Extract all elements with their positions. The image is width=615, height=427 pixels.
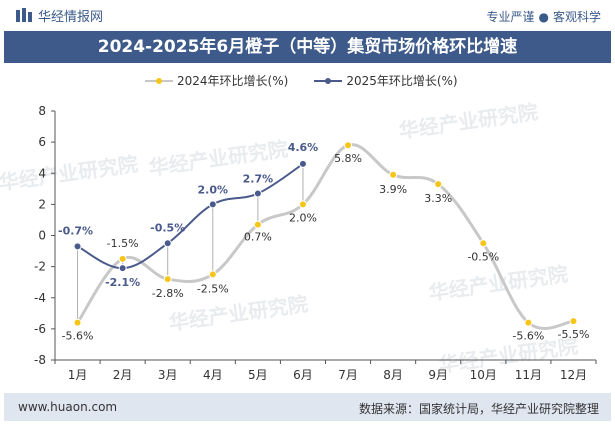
y-tick-label: -8 <box>34 353 46 367</box>
watermark-0: 华经产业研究院 <box>397 100 539 143</box>
x-tick-label: 6月 <box>293 368 313 382</box>
legend-item-2024: 2024年环比增长(%) <box>145 72 288 89</box>
series-2024-point <box>208 270 217 279</box>
series-2024-point <box>389 170 398 179</box>
series-2024-point <box>298 200 307 209</box>
chart-title: 2024-2025年6月橙子（中等）集贸市场价格环比增速 <box>4 31 611 63</box>
series-2024-data-label: 0.7% <box>244 231 272 244</box>
legend-item-2025: 2025年环比增长(%) <box>314 72 458 89</box>
x-tick-label: 11月 <box>515 368 542 382</box>
x-tick-label: 7月 <box>338 368 358 382</box>
series-2024-point <box>118 254 127 263</box>
legend: 2024年环比增长(%) 2025年环比增长(%) <box>145 72 484 89</box>
series-2024-point <box>163 275 172 284</box>
series-2025-data-label: -0.5% <box>150 221 185 234</box>
series-2025-point <box>163 239 172 248</box>
legend-swatch-2024 <box>145 76 173 86</box>
series-2024-point <box>479 239 488 248</box>
footer: www.huaon.com 数据来源：国家统计局，华经产业研究院整理 <box>4 393 611 421</box>
brand: 华经情报网 <box>16 6 103 25</box>
series-2024-data-label: -0.5% <box>467 250 499 263</box>
x-tick-label: 10月 <box>470 368 497 382</box>
y-tick-label: 0 <box>38 229 46 243</box>
top-bar: 华经情报网 专业严谨 ● 客观科学 <box>0 0 615 30</box>
watermark-5: 华经产业研究院 <box>0 152 139 195</box>
watermark-3: 华经产业研究院 <box>167 292 309 335</box>
series-2024-data-label: -2.5% <box>197 282 229 295</box>
series-2024-data-label: -2.8% <box>152 287 184 300</box>
series-2025-line <box>77 163 304 270</box>
x-tick-label: 1月 <box>68 368 88 382</box>
series-2024-data-label: 5.8% <box>334 152 362 165</box>
series-2024-data-label: -5.5% <box>557 328 589 341</box>
tagline: 专业严谨 ● 客观科学 <box>486 8 601 25</box>
tagline-right: 客观科学 <box>552 10 601 24</box>
series-2024-point <box>253 220 262 229</box>
series-2025-data-label: 4.6% <box>288 141 319 154</box>
y-tick-label: -4 <box>34 291 46 305</box>
x-tick-label: 9月 <box>428 368 448 382</box>
series-2025-point <box>298 159 307 168</box>
x-tick-label: 4月 <box>203 368 223 382</box>
x-tick-label: 12月 <box>560 368 587 382</box>
legend-label-2025: 2025年环比增长(%) <box>346 74 458 88</box>
brand-name: 华经情报网 <box>38 9 104 25</box>
tagline-left: 专业严谨 <box>486 10 535 24</box>
series-2025-data-label: 2.0% <box>198 183 229 196</box>
y-tick-label: -6 <box>34 322 46 336</box>
series-2024-point <box>73 318 82 327</box>
y-tick-label: -2 <box>34 260 46 274</box>
footer-source: 数据来源：国家统计局，华经产业研究院整理 <box>358 402 599 416</box>
series-2025-point <box>73 242 82 251</box>
y-tick-label: 8 <box>38 104 46 118</box>
series-2024-data-label: -5.6% <box>512 330 544 343</box>
x-tick-label: 8月 <box>383 368 403 382</box>
series-2024-data-label: 3.3% <box>424 192 452 205</box>
series-2024-data-label: 3.9% <box>379 183 407 196</box>
y-tick-label: 4 <box>38 166 46 180</box>
series-2024-point <box>344 141 353 150</box>
brand-logo-icon <box>16 8 32 22</box>
legend-label-2024: 2024年环比增长(%) <box>177 74 289 88</box>
series-2025-point <box>118 264 127 273</box>
series-2024-point <box>434 180 443 189</box>
series-2024-data-label: -1.5% <box>107 237 139 250</box>
y-tick-label: 6 <box>38 135 46 149</box>
tagline-dot-icon: ● <box>538 10 549 24</box>
series-2025-data-label: -2.1% <box>105 276 140 289</box>
x-tick-label: 3月 <box>158 368 178 382</box>
series-2024-data-label: 2.0% <box>289 211 317 224</box>
y-tick-label: 2 <box>38 197 46 211</box>
legend-swatch-2025 <box>314 76 343 86</box>
series-2024-line <box>76 143 574 330</box>
series-2024-point <box>524 318 533 327</box>
footer-url: www.huaon.com <box>18 400 118 414</box>
x-tick-label: 2月 <box>113 368 133 382</box>
series-2025-point <box>208 200 217 209</box>
series-2024-point <box>569 317 578 326</box>
x-tick-label: 5月 <box>248 368 268 382</box>
series-2025-point <box>253 189 262 198</box>
series-2025-data-label: 2.7% <box>243 172 274 185</box>
series-2024-data-label: -5.6% <box>62 330 94 343</box>
series-2025-data-label: -0.7% <box>58 224 93 237</box>
